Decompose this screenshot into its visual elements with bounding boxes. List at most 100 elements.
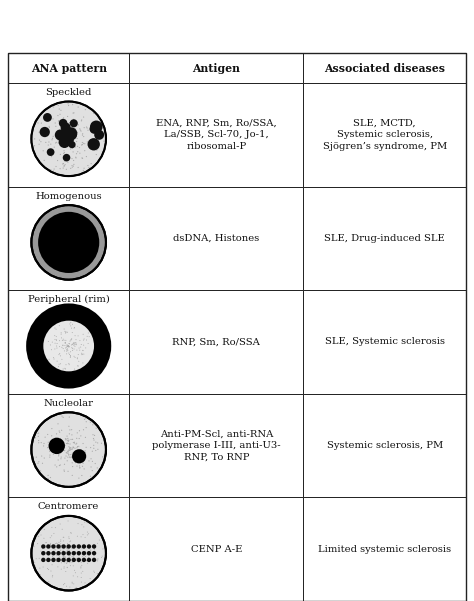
Circle shape <box>69 139 70 141</box>
Circle shape <box>94 435 95 436</box>
Circle shape <box>58 453 60 454</box>
Circle shape <box>42 553 43 554</box>
Circle shape <box>56 343 57 344</box>
Circle shape <box>62 340 63 341</box>
Circle shape <box>74 335 75 336</box>
Circle shape <box>51 535 52 536</box>
Circle shape <box>40 551 41 552</box>
Circle shape <box>61 133 74 146</box>
Circle shape <box>69 551 70 552</box>
Circle shape <box>60 453 61 454</box>
Circle shape <box>68 141 76 148</box>
Circle shape <box>60 447 61 448</box>
Circle shape <box>47 434 48 435</box>
Circle shape <box>31 412 106 487</box>
Circle shape <box>77 138 78 139</box>
Circle shape <box>86 340 87 341</box>
Circle shape <box>67 440 68 441</box>
Circle shape <box>69 555 70 557</box>
Circle shape <box>80 130 81 131</box>
Circle shape <box>69 346 70 347</box>
Circle shape <box>67 136 68 137</box>
Circle shape <box>48 359 50 360</box>
Circle shape <box>63 118 64 120</box>
Circle shape <box>87 551 91 555</box>
Circle shape <box>83 456 84 457</box>
Circle shape <box>66 548 67 549</box>
Circle shape <box>63 551 64 552</box>
Bar <box>8 186 129 290</box>
Text: Speckled: Speckled <box>46 88 92 97</box>
Circle shape <box>68 343 70 344</box>
Circle shape <box>83 127 85 128</box>
Circle shape <box>77 358 78 359</box>
Circle shape <box>88 560 89 561</box>
Circle shape <box>73 119 74 120</box>
Circle shape <box>70 457 71 458</box>
Circle shape <box>78 365 79 367</box>
Circle shape <box>72 582 73 583</box>
Circle shape <box>79 347 80 349</box>
Circle shape <box>38 212 99 273</box>
Circle shape <box>63 537 64 538</box>
Circle shape <box>61 123 71 133</box>
Circle shape <box>75 456 76 457</box>
Bar <box>8 394 129 498</box>
Text: Homogenous: Homogenous <box>36 192 102 201</box>
Circle shape <box>49 457 50 458</box>
Circle shape <box>59 136 60 138</box>
Circle shape <box>69 447 71 448</box>
Circle shape <box>69 132 70 133</box>
Circle shape <box>37 543 38 544</box>
Circle shape <box>65 342 66 343</box>
Circle shape <box>56 555 57 556</box>
Circle shape <box>63 584 64 585</box>
Circle shape <box>68 346 69 347</box>
Circle shape <box>103 131 105 132</box>
Circle shape <box>71 439 72 440</box>
Circle shape <box>101 443 102 444</box>
Circle shape <box>67 162 69 163</box>
Circle shape <box>43 113 52 122</box>
Circle shape <box>56 346 57 347</box>
Circle shape <box>84 450 86 451</box>
Circle shape <box>85 556 86 557</box>
Circle shape <box>72 138 73 139</box>
Circle shape <box>81 144 82 145</box>
Circle shape <box>65 347 66 349</box>
Circle shape <box>68 450 69 451</box>
Circle shape <box>68 134 69 135</box>
Circle shape <box>72 104 73 105</box>
Circle shape <box>50 544 51 545</box>
Circle shape <box>90 121 102 133</box>
Circle shape <box>75 157 77 159</box>
Circle shape <box>56 347 57 349</box>
Circle shape <box>49 451 50 452</box>
Circle shape <box>61 139 63 141</box>
Circle shape <box>45 142 46 143</box>
Circle shape <box>38 440 39 441</box>
Circle shape <box>69 557 70 558</box>
Circle shape <box>69 562 70 563</box>
Circle shape <box>67 139 68 140</box>
Circle shape <box>72 439 73 440</box>
Circle shape <box>48 569 49 570</box>
Circle shape <box>48 141 49 142</box>
Circle shape <box>69 429 71 430</box>
Circle shape <box>88 460 90 462</box>
Circle shape <box>87 141 88 142</box>
Circle shape <box>57 160 58 161</box>
Circle shape <box>40 127 50 137</box>
Bar <box>129 186 303 290</box>
Circle shape <box>82 157 83 159</box>
Circle shape <box>70 340 71 341</box>
Circle shape <box>66 551 67 552</box>
Circle shape <box>66 133 68 134</box>
Circle shape <box>57 448 58 449</box>
Circle shape <box>54 168 55 169</box>
Circle shape <box>48 119 49 120</box>
Circle shape <box>65 127 66 129</box>
Circle shape <box>41 551 46 555</box>
Circle shape <box>87 336 88 337</box>
Circle shape <box>60 550 61 551</box>
